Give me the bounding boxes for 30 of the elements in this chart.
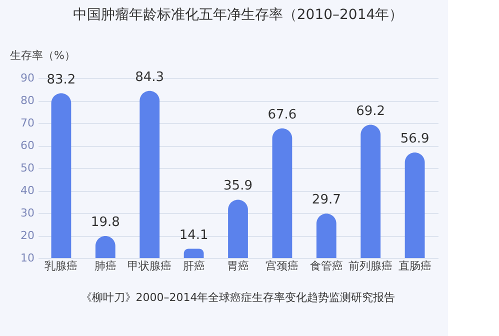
data-label: 19.8 xyxy=(90,214,120,230)
data-label: 83.2 xyxy=(46,72,76,88)
data-label: 84.3 xyxy=(135,70,164,85)
data-label: 29.7 xyxy=(312,192,341,208)
data-label: 69.2 xyxy=(356,104,386,119)
data-label: 35.9 xyxy=(224,178,252,194)
text: 《柳叶刀》2000–2014年全球癌症生存率变化趋势监测研究报告 xyxy=(80,291,396,304)
y-tick-label: 30 xyxy=(20,206,34,220)
y-axis-title: 生存率（%） xyxy=(10,49,76,62)
x-tick-label: 胃癌 xyxy=(227,260,249,272)
x-tick-label: 乳腺癌 xyxy=(44,260,78,272)
x-tick-label: 甲状腺癌 xyxy=(128,260,172,272)
x-tick-label: 食管癌 xyxy=(310,260,343,272)
x-tick-label: 直肠癌 xyxy=(398,260,432,272)
x-tick-label: 前列腺癌 xyxy=(348,260,393,272)
y-tick-label: 50 xyxy=(20,162,34,174)
data-label: 56.9 xyxy=(400,131,430,146)
y-tick-label: 10 xyxy=(20,252,34,264)
y-tick-label: 60 xyxy=(20,139,34,152)
y-tick-label: 90 xyxy=(20,72,34,84)
x-tick-label: 宫颈癌 xyxy=(266,260,299,272)
x-tick-label: 肺癌 xyxy=(94,260,116,272)
y-tick-label: 70 xyxy=(20,116,34,130)
y-tick-label: 80 xyxy=(20,94,34,107)
data-label: 14.1 xyxy=(179,228,208,243)
data-label: 67.6 xyxy=(268,107,297,122)
chart-title: 中国肿瘤年龄标准化五年净生存率（2010–2014年） xyxy=(72,7,404,23)
y-tick-label: 40 xyxy=(20,184,34,197)
y-tick-label: 20 xyxy=(20,229,34,242)
x-tick-label: 肝癌 xyxy=(182,260,205,272)
